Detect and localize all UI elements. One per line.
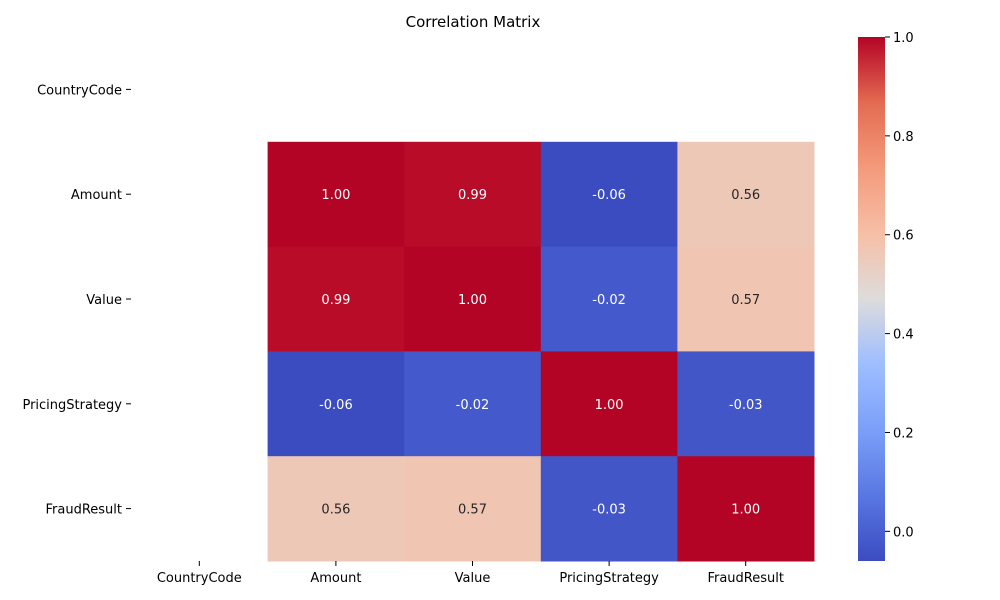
y-tick-label: Amount [71,188,122,203]
cell-value-label: 0.99 [458,188,487,203]
heatmap-cells [267,141,815,562]
y-axis: CountryCode Amount Value PricingStrategy Fra… [22,83,131,518]
cell-value-label: 0.57 [731,293,760,308]
heatmap-cell [677,246,815,352]
heatmap-cell [540,246,678,352]
cell-value-label: 0.56 [731,188,760,203]
cell-value-label: -0.02 [456,398,490,413]
cell-value-label: -0.02 [592,293,626,308]
heatmap-cell [404,141,542,248]
y-tick-label: Value [86,293,122,308]
x-tick-label: CountryCode [157,571,242,586]
colorbar-axis: 0.0 0.2 0.4 0.6 0.8 1.0 [885,31,914,540]
y-tick-label: CountryCode [37,83,122,98]
heatmap-cell [677,141,815,248]
chart-title: Correlation Matrix [406,13,541,31]
cell-value-label: 1.00 [458,293,487,308]
heatmap-cell [677,456,815,562]
colorbar-tick-label: 1.0 [893,31,914,46]
heatmap-cell [540,456,678,562]
heatmap-cell [540,141,678,248]
cell-value-label: 1.00 [731,503,760,518]
cell-value-label: 1.00 [321,188,350,203]
x-tick-label: Amount [310,571,361,586]
cell-value-label: 0.56 [321,503,350,518]
cell-value-label: 0.99 [321,293,350,308]
heatmap-cell-labels: 1.00 0.99 -0.06 0.56 0.99 1.00 -0.02 0.57 -0.06 -… [319,188,762,517]
colorbar-tick-label: 0.6 [893,229,914,244]
heatmap-cell [267,246,405,352]
x-tick-label: FraudResult [707,571,784,586]
colorbar-tick-label: 0.2 [893,426,914,441]
cell-value-label: -0.03 [592,503,626,518]
heatmap-cell [267,351,405,457]
heatmap-cell [404,351,542,457]
y-tick-label: FraudResult [45,503,122,518]
colorbar-tick-label: 0.0 [893,525,914,540]
colorbar [858,37,885,561]
heatmap-cell [677,351,815,457]
heatmap-cell [540,351,678,457]
colorbar-tick-label: 0.4 [893,328,914,343]
x-axis: CountryCode Amount Value PricingStrategy Fra… [157,561,784,586]
heatmap-cell [404,246,542,352]
cell-value-label: 1.00 [595,398,624,413]
heatmap-cell [267,456,405,562]
x-tick-label: PricingStrategy [559,571,659,586]
cell-value-label: 0.57 [458,503,487,518]
heatmap-cell [404,456,542,562]
heatmap-cell [267,141,405,248]
cell-value-label: -0.06 [319,398,353,413]
y-tick-label: PricingStrategy [22,398,122,413]
cell-value-label: -0.06 [592,188,626,203]
x-tick-label: Value [455,571,491,586]
cell-value-label: -0.03 [729,398,763,413]
colorbar-tick-label: 0.8 [893,130,914,145]
